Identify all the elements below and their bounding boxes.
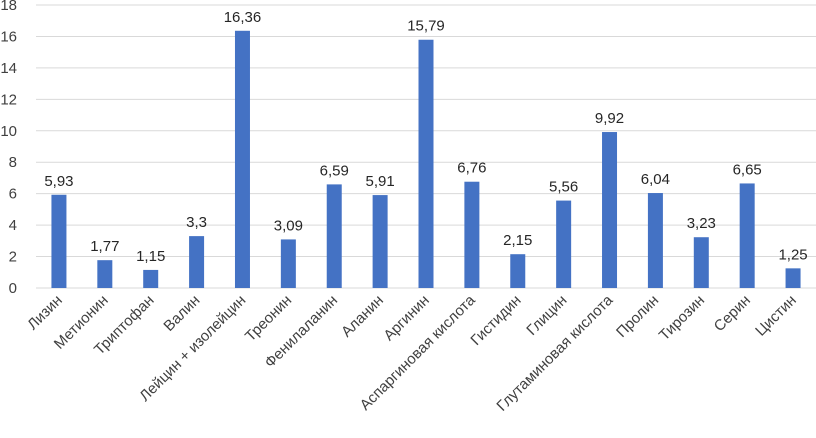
data-label: 1,25 <box>778 246 807 263</box>
bar <box>602 132 618 288</box>
y-tick-label: 10 <box>0 123 17 140</box>
data-label: 2,15 <box>503 232 532 249</box>
data-label: 6,04 <box>641 171 670 188</box>
y-tick-label: 16 <box>0 28 17 45</box>
data-label: 1,15 <box>136 248 165 265</box>
data-label: 6,76 <box>457 160 486 177</box>
bar <box>234 30 250 288</box>
data-label: 1,77 <box>90 238 119 255</box>
bar <box>647 193 663 288</box>
x-tick-label: Лизин <box>24 292 66 334</box>
bar <box>326 184 342 288</box>
x-tick-label: Серин <box>711 292 754 335</box>
y-tick-label: 0 <box>9 280 17 297</box>
x-tick-label: Валин <box>160 292 203 335</box>
bar <box>97 260 113 288</box>
bar <box>51 194 67 288</box>
bar <box>189 236 205 288</box>
y-tick-label: 4 <box>9 217 17 234</box>
data-label: 3,23 <box>687 215 716 232</box>
x-tick-label: Цистин <box>752 292 800 340</box>
x-tick-label: Гистидин <box>467 292 524 349</box>
y-tick-label: 18 <box>0 0 17 14</box>
y-tick-label: 6 <box>9 186 17 203</box>
bar <box>143 269 159 288</box>
y-tick-label: 14 <box>0 60 17 77</box>
bar <box>785 268 801 288</box>
data-label: 6,59 <box>320 162 349 179</box>
bar <box>510 254 526 288</box>
bar <box>556 200 572 288</box>
bar <box>280 239 296 288</box>
data-label: 9,92 <box>595 110 624 127</box>
y-tick-label: 12 <box>0 91 17 108</box>
data-label: 6,65 <box>733 161 762 178</box>
data-label: 3,09 <box>274 217 303 234</box>
data-label: 16,36 <box>224 9 262 26</box>
x-tick-label: Аланин <box>338 292 387 341</box>
y-tick-label: 8 <box>9 154 17 171</box>
data-label: 5,91 <box>366 173 395 190</box>
data-label: 15,79 <box>407 18 445 35</box>
bar <box>739 183 755 288</box>
data-label: 3,3 <box>186 214 207 231</box>
x-tick-label: Пролин <box>613 292 662 341</box>
bar <box>372 195 388 288</box>
bar <box>693 237 709 288</box>
data-label: 5,56 <box>549 179 578 196</box>
x-tick-label: Тирозин <box>656 292 708 344</box>
data-label: 5,93 <box>44 173 73 190</box>
bar <box>464 181 480 288</box>
bar <box>418 39 434 289</box>
y-tick-label: 2 <box>9 249 17 266</box>
